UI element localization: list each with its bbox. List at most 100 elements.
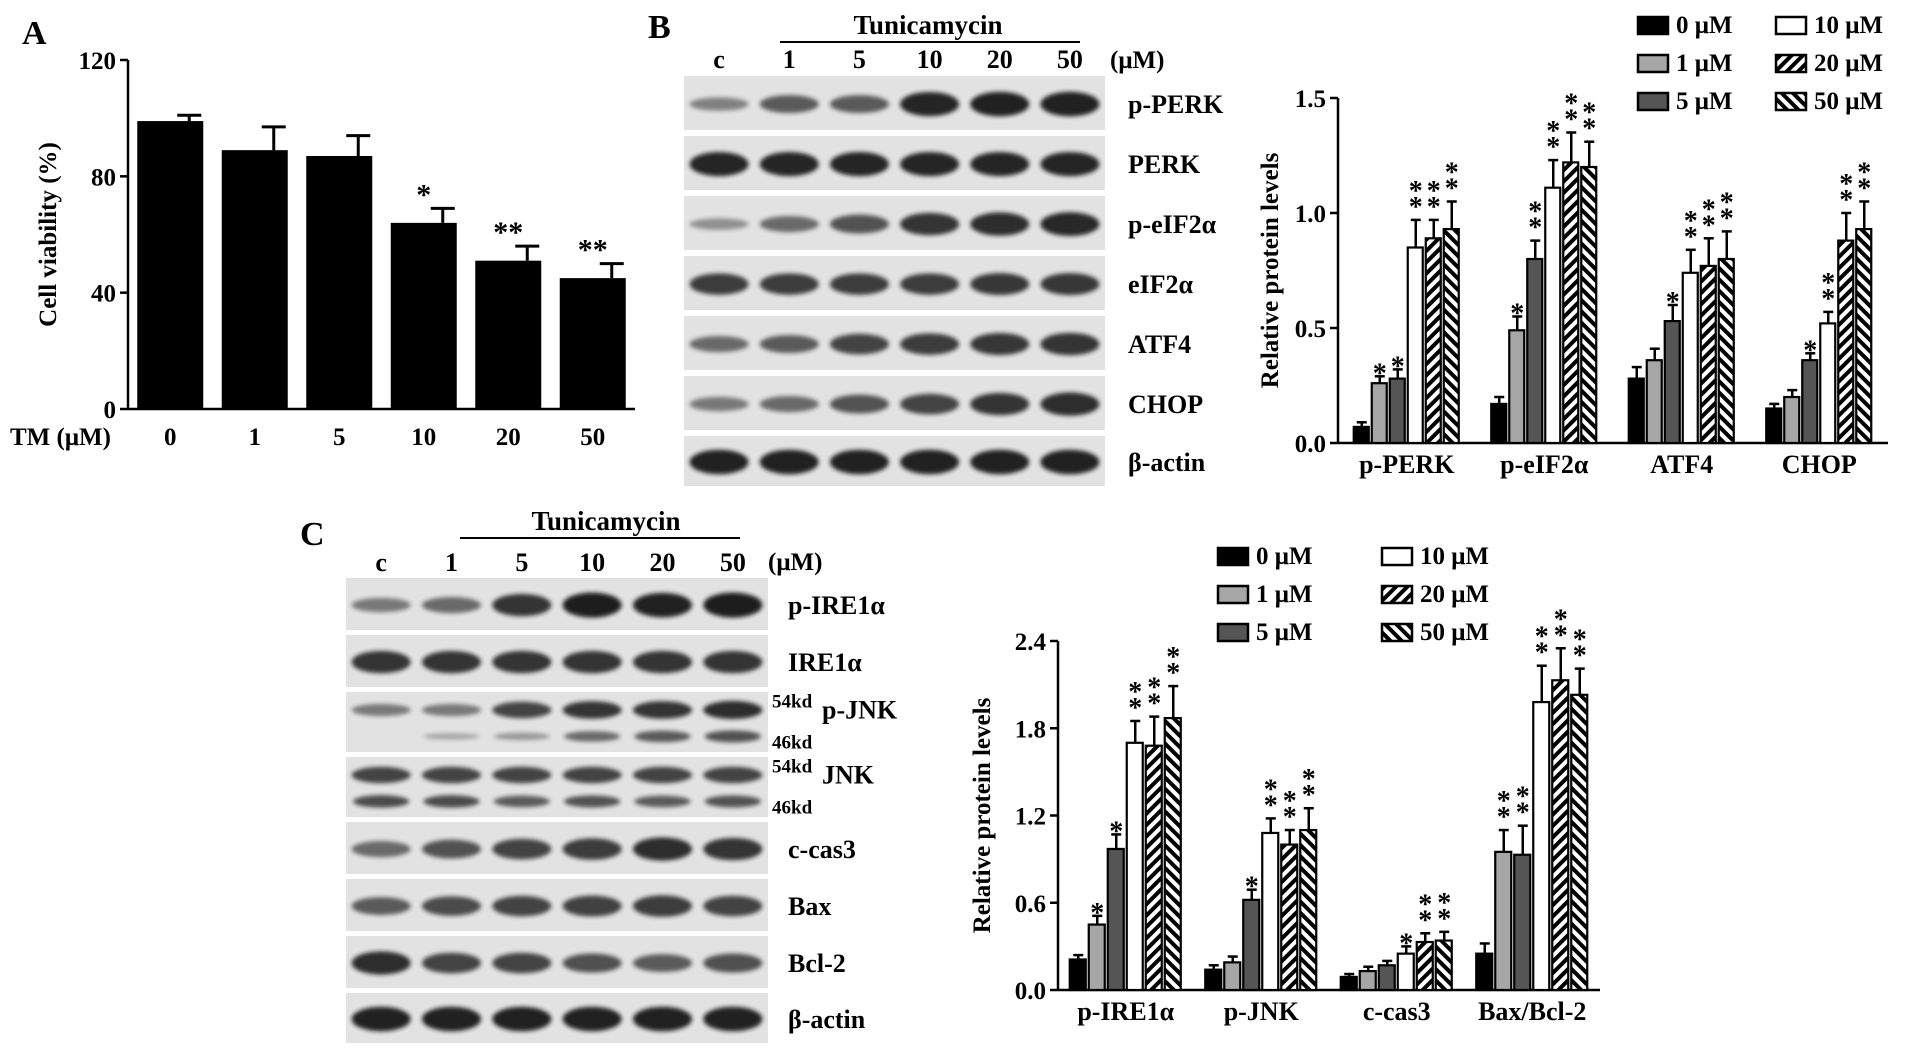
lane-label: 20: [987, 45, 1013, 74]
band-lower-jnk: [423, 795, 480, 808]
mw-marker-lower: 46kd: [772, 732, 813, 753]
band-eif2: [1040, 273, 1100, 296]
band-ire1: [562, 650, 622, 674]
blot-strip-p-eif2: [684, 196, 1105, 250]
blot-strip-ire1: [346, 635, 768, 687]
y-tick-label: 1.2: [1015, 804, 1046, 831]
band-chop: [759, 396, 819, 413]
legend-label-20-m: 20 μM: [1814, 50, 1883, 77]
band-c-cas3: [703, 837, 763, 861]
band-p-jnk: [351, 703, 411, 717]
band-bcl-2: [421, 952, 482, 974]
band-actin: [703, 1006, 763, 1032]
band-lower-p-jnk: [704, 730, 761, 743]
blot-strip-jnk: [346, 757, 768, 817]
band-bcl-2: [351, 951, 411, 975]
panel-letter-c: C: [300, 516, 325, 553]
bar-p-jnk-1-m: [1223, 961, 1242, 992]
significance-marker: * *: [1684, 206, 1698, 253]
bar-c-cas3-50-m: [1434, 939, 1453, 992]
band-lower-jnk: [704, 795, 761, 808]
legend-label-10-m: 10 μM: [1420, 543, 1489, 570]
band-bcl-2: [632, 954, 693, 972]
bar-c-cas3-1-m: [1358, 969, 1377, 992]
bar-p-perk-50-m: [1442, 228, 1460, 445]
significance-marker: * *: [1582, 98, 1596, 145]
bar-a-50: [559, 278, 626, 409]
significance-marker: * *: [1821, 268, 1835, 315]
lane-label: 10: [917, 45, 943, 74]
band-jnk: [703, 766, 763, 784]
blot-label-actin: β-actin: [788, 1005, 866, 1034]
blot-strip-chop: [684, 376, 1105, 430]
significance-marker: *: [1510, 299, 1524, 330]
band-p-ire1: [351, 597, 411, 613]
bar-p-jnk-0-m: [1204, 968, 1223, 992]
band-chop: [829, 394, 889, 414]
blot-label-chop: CHOP: [1128, 390, 1203, 419]
bar-atf4-10-m: [1681, 271, 1699, 445]
band-actin: [829, 449, 889, 475]
band-lower-jnk: [353, 795, 410, 808]
x-tick-label-a: 10: [411, 424, 436, 451]
bar-atf4-0-m: [1627, 377, 1645, 445]
y-tick-label: 0.0: [1015, 978, 1046, 1005]
band-lower-p-jnk: [493, 732, 550, 741]
band-actin: [900, 449, 960, 475]
western-blot-b: Tunicamycin (μM) c 1 5 10 20 50 p-PERK PERK p-eI…: [684, 10, 1224, 486]
legend-swatch-0-m: [1216, 546, 1250, 567]
significance-marker: *: [1803, 335, 1817, 366]
y-tick-label: 0.5: [1295, 316, 1326, 343]
legend-swatch-10-m: [1774, 15, 1808, 36]
blot-strip-eif2: [684, 256, 1105, 310]
significance-marker: *: [1391, 351, 1405, 382]
significance-marker: *: [1373, 358, 1387, 389]
legend-label-5-m: 5 μM: [1676, 88, 1733, 115]
band-lower-jnk: [634, 795, 691, 808]
band-lower-p-jnk: [564, 731, 621, 742]
bar-p-ire1-10-m: [1125, 741, 1144, 992]
legend-swatch-50-m: [1774, 91, 1808, 112]
band-bax: [562, 895, 622, 917]
lane-label: 10: [579, 548, 605, 577]
bar-chop-5-m: [1801, 359, 1819, 445]
blot-strip-perk: [684, 136, 1105, 190]
band-jnk: [492, 766, 552, 784]
x-category-label: p-PERK: [1359, 450, 1455, 479]
blot-label-actin: β-actin: [1128, 448, 1206, 477]
legend-label-5-m: 5 μM: [1256, 619, 1313, 646]
bar-chop-20-m: [1837, 239, 1855, 445]
band-c-cas3: [562, 838, 622, 860]
legend-label-0-m: 0 μM: [1256, 543, 1313, 570]
blot-strip-bax: [346, 879, 768, 931]
blot-strip-actin: [684, 436, 1105, 486]
significance-marker: * *: [1418, 889, 1432, 936]
significance-marker: * *: [1128, 677, 1142, 724]
band-eif2: [900, 273, 960, 295]
bar-p-perk-0-m: [1352, 425, 1370, 445]
bar-p-eif2-5-m: [1526, 257, 1544, 445]
bar-chop-10-m: [1819, 322, 1837, 445]
band-perk: [759, 151, 819, 177]
bar-a-1: [221, 150, 288, 410]
blot-strip-atf4: [684, 316, 1105, 370]
band-p-ire1: [632, 592, 693, 618]
band-p-eif2: [970, 212, 1030, 236]
band-p-ire1: [703, 592, 763, 618]
legend-label-20-m: 20 μM: [1420, 581, 1489, 608]
band-p-eif2: [900, 212, 960, 236]
band-atf4: [1040, 332, 1100, 356]
y-tick-label-a: 120: [79, 48, 117, 75]
significance-marker: *: [1399, 928, 1413, 959]
blot-label-ire1: IRE1α: [788, 648, 862, 677]
significance-marker: * *: [1302, 764, 1316, 811]
bar-atf4-50-m: [1717, 257, 1735, 445]
band-atf4: [970, 333, 1030, 356]
significance-marker: * *: [1437, 888, 1451, 935]
band-lower-p-jnk: [634, 730, 691, 743]
band-p-ire1: [492, 593, 552, 617]
band-atf4: [829, 333, 889, 355]
band-atf4: [900, 333, 960, 355]
blot-label-bcl-2: Bcl-2: [788, 949, 846, 978]
